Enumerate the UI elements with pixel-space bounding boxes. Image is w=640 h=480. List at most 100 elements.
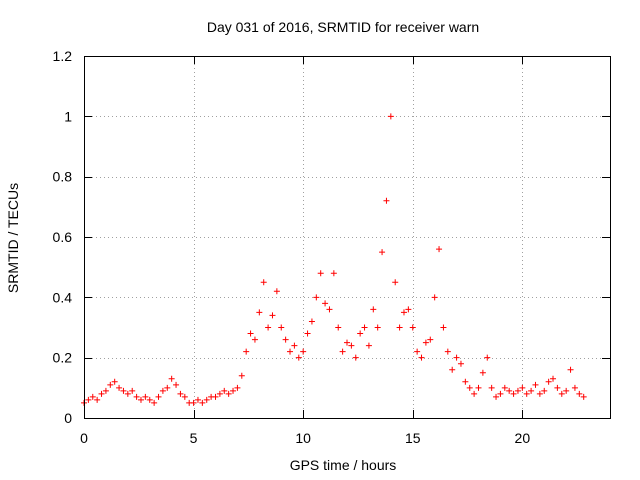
data-point bbox=[278, 324, 285, 331]
data-point bbox=[203, 396, 210, 403]
data-point bbox=[94, 396, 101, 403]
data-point bbox=[151, 399, 158, 406]
data-point bbox=[567, 366, 574, 373]
data-point bbox=[418, 354, 425, 361]
data-point bbox=[273, 288, 280, 295]
y-axis-label: SRMTID / TECUs bbox=[5, 183, 21, 293]
data-point bbox=[146, 396, 153, 403]
data-point bbox=[466, 384, 473, 391]
y-tick-label: 1.2 bbox=[53, 48, 73, 64]
data-point bbox=[181, 393, 188, 400]
data-point bbox=[164, 384, 171, 391]
grid bbox=[84, 56, 610, 418]
chart-title: Day 031 of 2016, SRMTID for receiver war… bbox=[207, 19, 479, 35]
data-point bbox=[409, 324, 416, 331]
data-point bbox=[383, 197, 390, 204]
data-point bbox=[449, 366, 456, 373]
data-point bbox=[243, 348, 250, 355]
data-point bbox=[571, 384, 578, 391]
data-point bbox=[221, 387, 228, 394]
data-point bbox=[379, 249, 386, 256]
x-tick-label: 20 bbox=[515, 430, 531, 446]
data-point bbox=[396, 324, 403, 331]
data-point bbox=[436, 246, 443, 253]
scatter-points bbox=[81, 113, 587, 406]
data-point bbox=[98, 390, 105, 397]
data-point bbox=[85, 396, 92, 403]
x-tick-label: 10 bbox=[295, 430, 311, 446]
data-point bbox=[234, 384, 241, 391]
data-point bbox=[550, 375, 557, 382]
data-point bbox=[313, 294, 320, 301]
data-point bbox=[102, 387, 109, 394]
data-point bbox=[116, 384, 123, 391]
data-point bbox=[506, 387, 513, 394]
data-point bbox=[352, 354, 359, 361]
data-point bbox=[230, 387, 237, 394]
data-point bbox=[107, 381, 114, 388]
data-point bbox=[357, 330, 364, 337]
data-point bbox=[361, 324, 368, 331]
data-point bbox=[247, 330, 254, 337]
data-point bbox=[251, 336, 258, 343]
data-point bbox=[514, 387, 521, 394]
data-point bbox=[335, 324, 342, 331]
y-tick-label: 0.8 bbox=[53, 169, 73, 185]
data-point bbox=[580, 393, 587, 400]
data-point bbox=[444, 348, 451, 355]
data-point bbox=[422, 339, 429, 346]
data-point bbox=[282, 336, 289, 343]
y-tick-label: 0.4 bbox=[53, 289, 73, 305]
data-point bbox=[462, 378, 469, 385]
y-tick-label: 1 bbox=[64, 108, 72, 124]
data-point bbox=[137, 396, 144, 403]
data-point bbox=[317, 270, 324, 277]
y-tick-label: 0 bbox=[64, 410, 72, 426]
data-point bbox=[532, 381, 539, 388]
data-point bbox=[519, 384, 526, 391]
data-point bbox=[308, 318, 315, 325]
data-point bbox=[155, 393, 162, 400]
data-point bbox=[440, 324, 447, 331]
data-point bbox=[365, 342, 372, 349]
data-point bbox=[392, 279, 399, 286]
data-point bbox=[129, 387, 136, 394]
x-tick-labels: 0 5 10 15 20 bbox=[80, 430, 530, 446]
y-tick-label: 0.2 bbox=[53, 350, 73, 366]
x-axis-label: GPS time / hours bbox=[290, 457, 397, 473]
data-point bbox=[120, 387, 127, 394]
data-point bbox=[330, 270, 337, 277]
data-point bbox=[159, 387, 166, 394]
data-point bbox=[400, 309, 407, 316]
data-point bbox=[563, 387, 570, 394]
data-point bbox=[536, 390, 543, 397]
data-point bbox=[523, 390, 530, 397]
data-point bbox=[427, 336, 434, 343]
data-point bbox=[339, 348, 346, 355]
data-point bbox=[194, 396, 201, 403]
data-point bbox=[300, 348, 307, 355]
data-point bbox=[225, 390, 232, 397]
data-point bbox=[291, 342, 298, 349]
data-point bbox=[124, 390, 131, 397]
y-tick-labels: 0 0.2 0.4 0.6 0.8 1 1.2 bbox=[53, 48, 73, 426]
data-point bbox=[528, 387, 535, 394]
data-point bbox=[545, 378, 552, 385]
data-point bbox=[453, 354, 460, 361]
data-point bbox=[558, 390, 565, 397]
data-point bbox=[177, 390, 184, 397]
data-point bbox=[199, 399, 206, 406]
data-point bbox=[295, 354, 302, 361]
y-tick-label: 0.6 bbox=[53, 229, 73, 245]
x-tick-label: 15 bbox=[405, 430, 421, 446]
data-point bbox=[501, 384, 508, 391]
data-point bbox=[387, 113, 394, 120]
data-point bbox=[133, 393, 140, 400]
data-point bbox=[475, 384, 482, 391]
data-point bbox=[374, 324, 381, 331]
data-point bbox=[322, 300, 329, 307]
data-point bbox=[554, 384, 561, 391]
data-point bbox=[497, 390, 504, 397]
